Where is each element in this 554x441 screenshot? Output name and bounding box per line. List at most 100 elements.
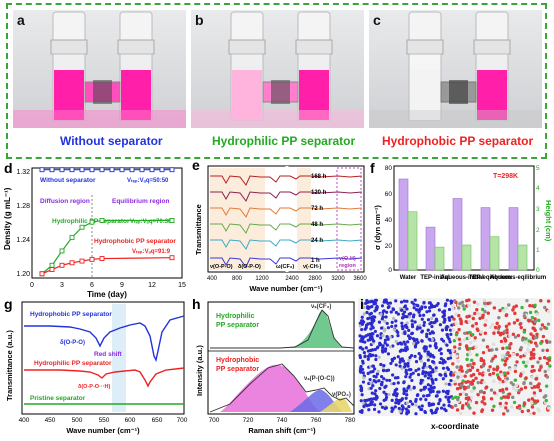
i-particle-left	[432, 321, 436, 325]
i-particle-right	[489, 397, 494, 401]
i-particle-left	[383, 341, 387, 345]
svg-text:3600: 3600	[353, 276, 367, 282]
i-particle-right	[532, 368, 536, 373]
i-particle-right	[455, 354, 459, 359]
i-particle-right	[509, 342, 513, 346]
d-point-0-2	[59, 167, 65, 173]
i-particle-left	[391, 316, 396, 320]
f-ylabel-left: σ (dyn cm⁻¹)	[373, 205, 382, 250]
i-particle-left	[429, 374, 433, 378]
d-ratio-hydrophilic: Vₜₑₚ:Vₐq=70:30	[130, 219, 172, 225]
i-particle-left	[423, 374, 427, 378]
i-particle-left	[431, 381, 435, 385]
i-particle-right	[525, 360, 530, 364]
i-particle-left	[380, 304, 385, 308]
svg-text:400: 400	[19, 417, 30, 424]
i-particle-left	[444, 328, 449, 332]
i-particle-left	[371, 353, 375, 357]
i-particle-left	[405, 347, 409, 351]
i-particle-left	[397, 406, 401, 411]
i-particle-left	[414, 360, 419, 364]
i-particle-left	[442, 403, 446, 407]
panel-letter-c: c	[373, 12, 381, 28]
svg-text:5: 5	[536, 165, 540, 172]
i-particle-left	[439, 356, 443, 361]
f-bar-sigma-2	[452, 198, 463, 271]
i-particle-right	[471, 346, 475, 351]
i-particle-right	[513, 378, 518, 382]
i-particle-left	[411, 341, 416, 346]
i-particle-left	[449, 299, 453, 303]
i-particle-left	[431, 402, 436, 406]
i-particle-left	[419, 379, 424, 383]
i-particle-left	[407, 328, 411, 332]
h-popc-peak-1	[220, 364, 320, 412]
i-particle-left	[432, 304, 436, 309]
i-particle-left	[390, 320, 394, 324]
i-particle-left	[401, 312, 405, 316]
photo-hydrophobic-separator	[369, 10, 542, 128]
i-particle-right	[498, 308, 502, 313]
svg-text:δ(O-P-O): δ(O-P-O)	[238, 264, 261, 270]
i-particle-right	[476, 302, 480, 306]
f-bar-height-1	[434, 246, 445, 271]
i-particle-left	[381, 346, 385, 350]
i-particle-right	[499, 404, 503, 409]
f-cat-aq-eq: Aqueous-eqilibrium	[490, 275, 546, 281]
i-particle-right	[544, 326, 549, 331]
i-particle-left	[425, 310, 429, 314]
i-particle-left	[406, 410, 411, 414]
i-particle-right	[460, 369, 464, 373]
i-particle-right	[514, 388, 518, 392]
i-particle-right	[497, 325, 501, 329]
svg-text:780: 780	[345, 417, 356, 424]
i-particle-right	[510, 405, 514, 409]
i-particle-left	[449, 356, 453, 360]
i-particle-left	[384, 300, 389, 304]
i-particle-left	[420, 339, 424, 343]
i-particle-left	[417, 373, 421, 377]
i-particle-left	[369, 397, 374, 401]
i-particle-left	[359, 370, 363, 374]
i-particle-right	[457, 346, 462, 351]
i-particle-left	[376, 345, 380, 349]
i-particle-left	[413, 298, 417, 302]
i-particle-left	[414, 399, 418, 403]
i-particle-right	[469, 341, 473, 345]
i-particle-right	[495, 321, 499, 326]
svg-text:1.32: 1.32	[16, 169, 30, 176]
i-particle-left	[432, 313, 436, 317]
i-particle-left	[395, 387, 399, 391]
i-particle-left	[390, 406, 394, 410]
d-point-2-5	[89, 256, 95, 262]
i-particle-right	[471, 324, 475, 328]
i-particle-right	[470, 365, 475, 370]
i-particle-right	[456, 306, 461, 310]
i-particle-right	[498, 380, 502, 385]
i-particle-right	[468, 400, 472, 404]
i-particle-left	[394, 363, 398, 367]
i-particle-left	[420, 317, 424, 321]
i-particle-left	[363, 355, 367, 359]
i-particle-right	[545, 361, 550, 366]
i-particle-left	[439, 406, 444, 410]
i-particle-right	[529, 340, 533, 344]
g-hydrophobic-spectrum	[24, 315, 185, 363]
i-particle-left	[405, 299, 409, 303]
f-bar-sigma-4	[508, 207, 519, 271]
i-particle-right	[457, 313, 461, 318]
i-particle-right	[465, 357, 469, 362]
i-particle-left	[384, 392, 388, 396]
i-particle-left	[446, 348, 450, 353]
i-particle-left	[413, 345, 418, 349]
i-particle-right	[522, 330, 527, 334]
i-particle-right	[529, 332, 533, 336]
g-label-hydrophobic: Hydrophobic PP separator	[30, 311, 112, 318]
d-point-2-0	[39, 271, 45, 277]
i-particle-right	[533, 341, 538, 345]
i-particle-right	[523, 385, 528, 390]
i-particle-right	[526, 409, 531, 413]
svg-text:1200: 1200	[255, 276, 269, 282]
i-particle-left	[441, 389, 445, 393]
i-particle-right	[482, 397, 486, 401]
